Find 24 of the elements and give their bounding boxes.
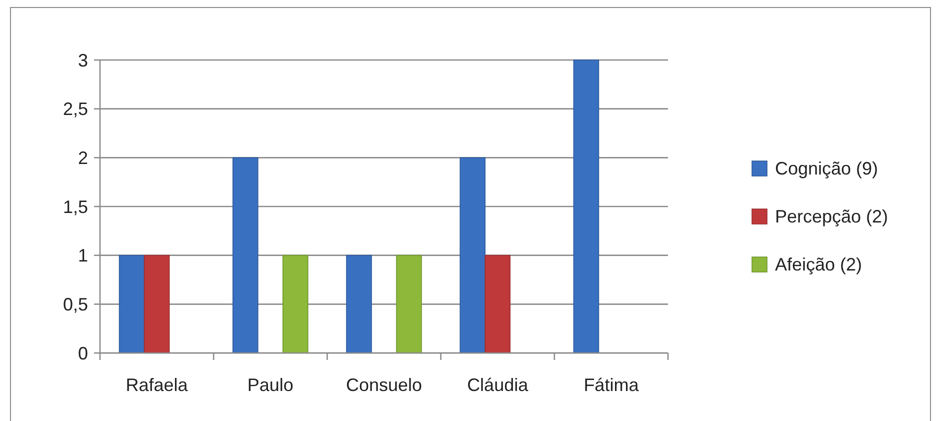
bar: [118, 254, 145, 354]
x-tick-label: Fátima: [584, 375, 640, 395]
bar: [460, 157, 486, 354]
x-tick-label: Paulo: [247, 375, 294, 395]
x-tick-label: Cláudia: [467, 375, 530, 395]
y-tick-label: 2: [78, 148, 88, 168]
bar: [396, 254, 422, 354]
bar: [484, 254, 510, 354]
x-tick-label: Consuelo: [346, 375, 422, 395]
legend-label: Percepção (2): [775, 206, 888, 226]
x-tick-label: Rafaela: [126, 375, 189, 395]
y-tick-label: 1,5: [62, 196, 88, 217]
bar: [232, 157, 258, 354]
y-tick-label: 0: [78, 343, 88, 364]
bar: [282, 254, 308, 354]
legend-label: Afeição (2): [775, 254, 862, 274]
y-tick-label: 3: [78, 50, 88, 70]
bar: [346, 254, 372, 354]
y-tick-label: 1: [78, 246, 88, 266]
y-tick-label: 0,5: [62, 294, 88, 314]
y-tick-label: 2,5: [62, 99, 88, 120]
legend-label: Cognição (9): [775, 158, 878, 178]
bar: [573, 60, 600, 354]
bar: [144, 254, 170, 354]
